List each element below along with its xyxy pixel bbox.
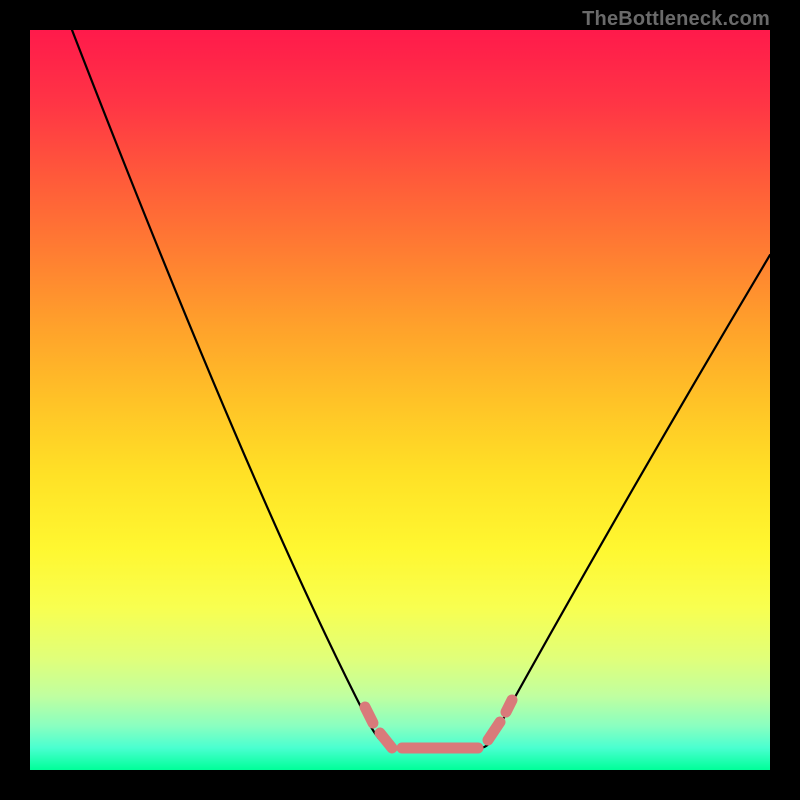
plot-area: [30, 30, 770, 770]
chart-container: TheBottleneck.com: [0, 0, 800, 800]
curve-layer: [30, 30, 770, 770]
bottleneck-curve: [72, 30, 770, 748]
bottom-marker: [365, 700, 512, 748]
watermark-text: TheBottleneck.com: [582, 8, 770, 31]
